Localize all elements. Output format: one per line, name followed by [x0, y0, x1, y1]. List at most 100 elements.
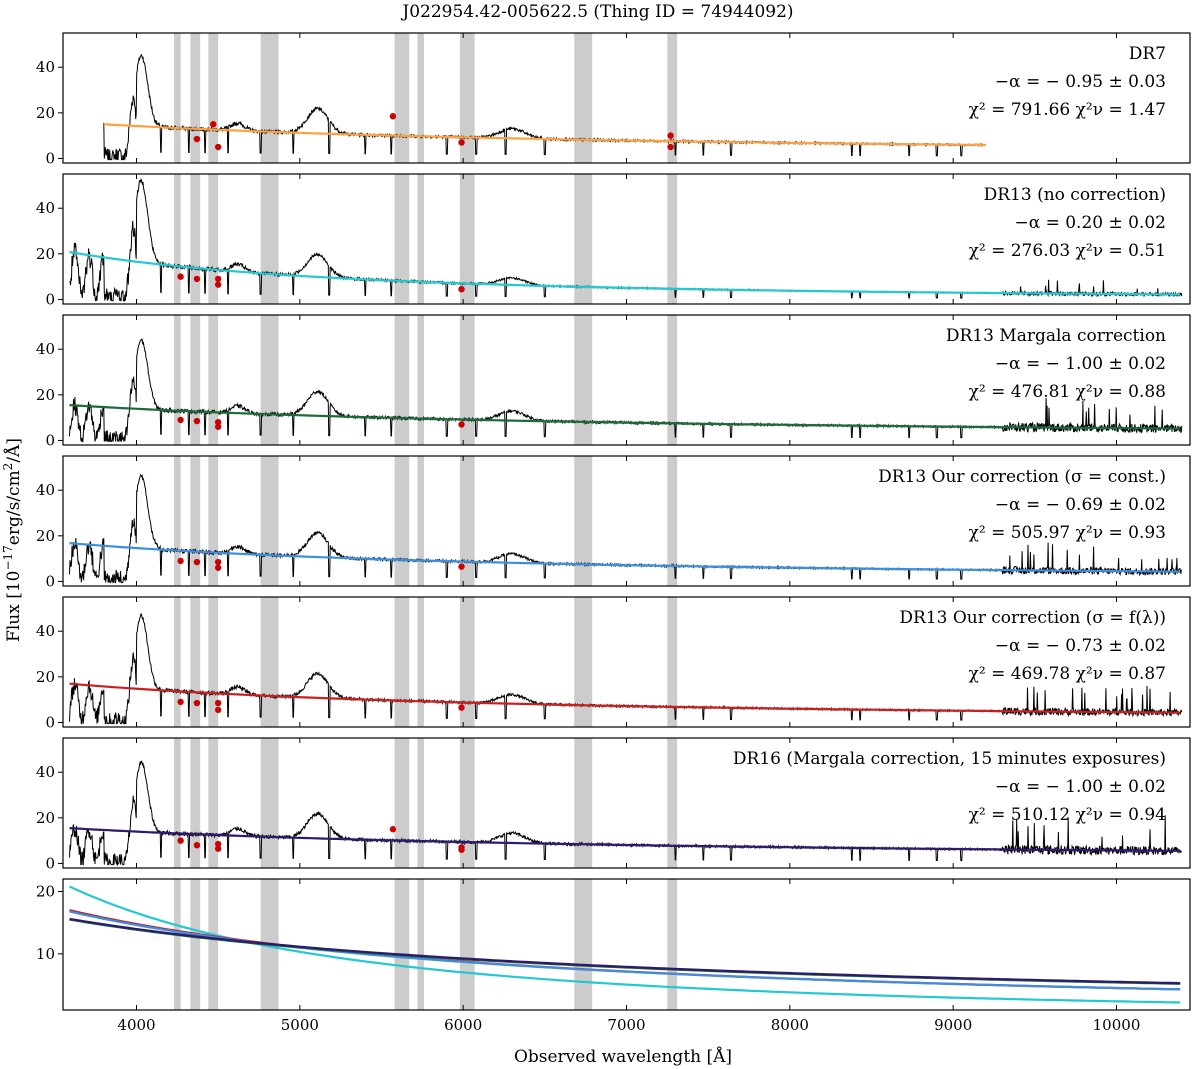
alpha-annotation: −α = 0.20 ± 0.02 — [1014, 213, 1166, 233]
masked-band-5 — [394, 33, 410, 163]
masked-band-6 — [417, 315, 424, 445]
y-tick-label-3: 40 — [36, 58, 55, 76]
masked-band-9 — [667, 879, 678, 1010]
x-tick-label-4: 7000 — [607, 1016, 645, 1034]
y-tick-label-1: 0 — [45, 713, 55, 731]
masked-point-5 — [389, 826, 397, 833]
panel-7: 10 20 4000 5000 6000 7000 8000 9000 10000 — [36, 878, 1191, 1034]
masked-band-8 — [574, 174, 593, 304]
masked-band-3 — [208, 879, 219, 1010]
masked-point-2 — [193, 558, 201, 566]
masked-point-1 — [177, 416, 184, 424]
power-law-fit — [103, 123, 986, 147]
panel-5: DR13 Our correction (σ = f(λ)) −α = − 0.7… — [36, 596, 1191, 731]
masked-band-8 — [574, 738, 593, 868]
panel-frame — [62, 32, 1191, 164]
masked-point-5 — [458, 139, 465, 146]
alpha-annotation: −α = − 1.00 ± 0.02 — [995, 354, 1166, 374]
masked-point-3 — [214, 281, 222, 288]
y-tick-label-2: 20 — [36, 882, 55, 900]
masked-band-5 — [394, 315, 410, 445]
masked-point-4 — [389, 113, 397, 120]
power-law-fit — [69, 404, 1181, 430]
x-tick-label-6: 9000 — [934, 1016, 972, 1034]
masked-band-7 — [459, 456, 475, 586]
alpha-annotation: −α = − 1.00 ± 0.02 — [995, 777, 1166, 797]
chi2-annotation: χ² = 476.81 χ²ν = 0.88 — [969, 382, 1166, 402]
masked-band-2 — [190, 879, 201, 1010]
y-tick-label-3: 40 — [36, 622, 55, 640]
power-law-curve-5 — [69, 917, 1181, 985]
x-axis-label: Observed wavelength [Å] — [514, 1046, 732, 1067]
masked-point-4 — [214, 418, 222, 426]
power-law-fit — [69, 682, 1181, 714]
masked-band-5 — [394, 738, 410, 868]
masked-band-7 — [459, 33, 475, 163]
panel-3: DR13 Margala correction −α = − 1.00 ± 0.0… — [36, 314, 1191, 449]
power-law-fit — [69, 250, 1181, 296]
masked-band-2 — [190, 174, 201, 304]
masked-band-4 — [260, 738, 279, 868]
x-tick-label-3: 6000 — [444, 1016, 482, 1034]
masked-point-1 — [177, 698, 184, 706]
panel-1: DR7 −α = − 0.95 ± 0.03 χ² = 791.66 χ²ν = 1… — [36, 32, 1191, 167]
power-law-curve-3 — [69, 910, 1181, 991]
power-law-fit — [69, 827, 1181, 852]
masked-point-3 — [214, 845, 222, 852]
masked-band-4 — [260, 315, 279, 445]
y-tick-label-1: 0 — [45, 572, 55, 590]
masked-band-7 — [459, 174, 475, 304]
masked-band-9 — [667, 456, 678, 586]
masked-point-3 — [214, 423, 222, 430]
alpha-annotation: −α = − 0.69 ± 0.02 — [995, 495, 1166, 515]
masked-band-4 — [260, 597, 279, 727]
masked-band-2 — [190, 597, 201, 727]
chi2-annotation: χ² = 510.12 χ²ν = 0.94 — [969, 805, 1166, 825]
masked-point-6 — [667, 143, 674, 151]
masked-band-3 — [208, 33, 219, 163]
chi2-annotation: χ² = 469.78 χ²ν = 0.87 — [969, 664, 1166, 684]
y-tick-label-2: 20 — [36, 104, 55, 122]
chi2-annotation: χ² = 791.66 χ²ν = 1.47 — [969, 100, 1166, 120]
power-law-curve-2 — [69, 909, 1181, 991]
alpha-annotation: −α = − 0.95 ± 0.03 — [995, 72, 1166, 92]
masked-band-2 — [190, 33, 201, 163]
masked-band-1 — [174, 738, 181, 868]
panel-6: DR16 (Margala correction, 15 minutes exp… — [36, 737, 1191, 872]
masked-band-5 — [394, 174, 410, 304]
x-tick-label-1: 4000 — [117, 1016, 155, 1034]
y-tick-label-2: 20 — [36, 245, 55, 263]
y-tick-label-2: 20 — [36, 809, 55, 827]
masked-band-4 — [260, 456, 279, 586]
masked-band-8 — [574, 315, 593, 445]
y-tick-label-3: 40 — [36, 199, 55, 217]
masked-point-7 — [667, 132, 674, 139]
chart-title: J022954.42-005622.5 (Thing ID = 74944092… — [400, 2, 793, 22]
x-tick-label-7: 10000 — [1093, 1016, 1141, 1034]
masked-point-2 — [193, 841, 201, 849]
masked-point-4 — [214, 275, 222, 283]
y-tick-label-1: 0 — [45, 854, 55, 872]
masked-band-3 — [208, 315, 219, 445]
masked-band-2 — [190, 456, 201, 586]
panel-label: DR13 Our correction (σ = f(λ)) — [899, 608, 1166, 628]
masked-point-5 — [458, 563, 465, 570]
masked-band-7 — [459, 315, 475, 445]
masked-band-1 — [174, 33, 181, 163]
panel-label: DR16 (Margala correction, 15 minutes exp… — [733, 749, 1166, 769]
masked-band-6 — [417, 879, 424, 1010]
masked-point-1 — [177, 837, 184, 844]
masked-point-5 — [458, 704, 465, 711]
masked-band-5 — [394, 597, 410, 727]
masked-band-3 — [208, 456, 219, 586]
masked-point-4 — [214, 840, 222, 848]
masked-band-9 — [667, 738, 678, 868]
panel-label: DR13 Our correction (σ = const.) — [878, 467, 1166, 487]
masked-band-7 — [459, 597, 475, 727]
masked-point-1 — [193, 135, 201, 143]
panel-4: DR13 Our correction (σ = const.) −α = − 0… — [36, 455, 1191, 590]
masked-point-2 — [193, 275, 201, 283]
masked-band-1 — [174, 597, 181, 727]
masked-band-6 — [417, 597, 424, 727]
